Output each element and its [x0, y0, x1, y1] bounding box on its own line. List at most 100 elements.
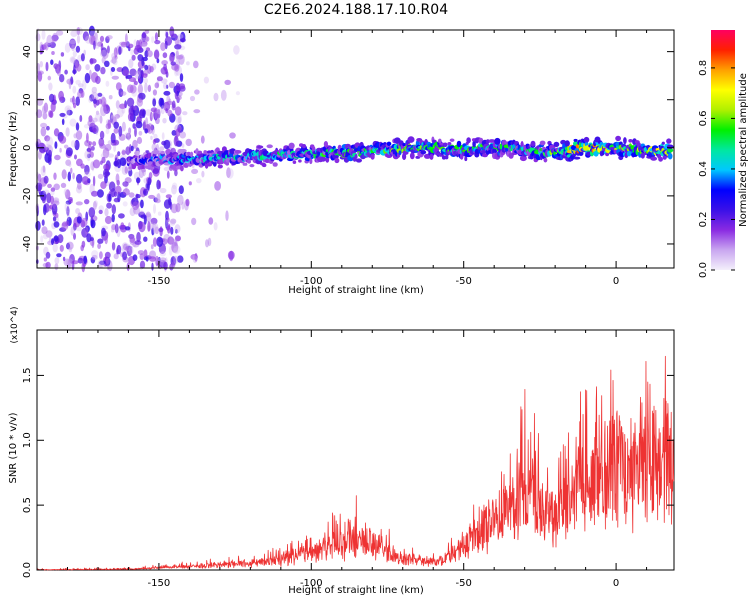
heatmap-cell	[657, 149, 661, 156]
heatmap-cell	[138, 130, 143, 136]
heatmap-cell	[91, 146, 95, 151]
heatmap-cell	[151, 36, 155, 44]
heatmap-cell	[104, 235, 108, 245]
heatmap-cell	[118, 88, 124, 97]
heatmap-cell	[45, 261, 51, 269]
heatmap-cell	[174, 224, 181, 234]
heatmap-cell	[170, 218, 177, 224]
figure-title: C2E6.2024.188.17.10.R04	[264, 2, 448, 18]
heatmap-cell	[96, 189, 104, 198]
heatmap-cell	[169, 263, 174, 271]
heatmap-cell	[149, 256, 157, 262]
spectrogram-x-label: Height of straight line (km)	[288, 285, 424, 296]
heatmap-cell	[118, 213, 125, 219]
heatmap-cell	[104, 60, 110, 67]
heatmap-cell	[56, 63, 60, 70]
heatmap-cell	[74, 139, 80, 151]
heatmap-cell	[93, 200, 99, 208]
heatmap-cell	[163, 261, 168, 270]
heatmap-cell	[154, 82, 160, 89]
heatmap-cell	[70, 30, 78, 37]
heatmap-cell	[124, 166, 128, 174]
heatmap-cell	[41, 194, 47, 204]
heatmap-cell	[174, 44, 182, 50]
heatmap-cell	[138, 77, 142, 83]
heatmap-cell	[505, 147, 509, 152]
heatmap-cell	[47, 183, 52, 189]
heatmap-cell	[584, 142, 589, 147]
heatmap-cell	[45, 61, 49, 72]
heatmap-cell	[70, 140, 76, 148]
heatmap-cell	[122, 188, 130, 196]
heatmap-cell	[143, 120, 147, 129]
heatmap-cell	[106, 202, 112, 209]
heatmap-cell	[49, 110, 54, 118]
heatmap-cell	[444, 155, 449, 160]
heatmap-cell	[119, 103, 127, 109]
heatmap-cell	[154, 111, 158, 120]
colorbar-tick-label: 0.2	[698, 212, 709, 228]
heatmap-cell	[123, 243, 132, 251]
heatmap-cell	[508, 152, 514, 159]
heatmap-cell	[43, 189, 50, 195]
heatmap-cell	[168, 98, 172, 104]
heatmap-cell	[420, 150, 427, 155]
heatmap-cell	[89, 58, 97, 64]
heatmap-cell	[138, 210, 145, 215]
heatmap-cell	[100, 181, 107, 190]
heatmap-cell	[50, 190, 55, 196]
heatmap-cell	[46, 34, 53, 46]
heatmap-cell	[42, 112, 48, 120]
snr-y-tick-label: 1.5	[22, 367, 33, 383]
heatmap-cell	[85, 226, 89, 235]
heatmap-cell	[72, 85, 77, 94]
heatmap-cell	[178, 83, 186, 90]
heatmap-cell	[152, 89, 157, 96]
heatmap-cell	[104, 208, 109, 217]
heatmap-cell	[121, 165, 129, 176]
heatmap-cell	[147, 221, 151, 232]
heatmap-cell	[132, 254, 138, 261]
heatmap-cell	[136, 177, 141, 184]
heatmap-cell	[99, 115, 103, 124]
heatmap-cell	[59, 112, 66, 117]
heatmap-cell	[125, 246, 130, 252]
heatmap-cell	[71, 57, 75, 63]
heatmap-cell	[292, 160, 297, 165]
heatmap-cell	[666, 138, 672, 144]
heatmap-cell	[169, 54, 175, 63]
heatmap-cell	[203, 76, 209, 84]
heatmap-cell	[90, 219, 96, 229]
heatmap-cell	[128, 58, 134, 69]
heatmap-cell	[172, 248, 179, 254]
heatmap-cell	[163, 199, 171, 209]
heatmap-cell	[81, 217, 88, 227]
heatmap-cell	[176, 255, 184, 263]
heatmap-cell	[66, 107, 71, 116]
heatmap-cell	[48, 149, 52, 159]
heatmap-cell	[56, 30, 64, 36]
heatmap-cell	[196, 178, 202, 184]
heatmap-cell	[135, 194, 141, 199]
heatmap-cell	[234, 150, 242, 154]
heatmap-cell	[125, 33, 128, 44]
heatmap-cell	[163, 82, 168, 90]
heatmap-cell	[137, 67, 142, 76]
heatmap-cell	[573, 138, 578, 142]
heatmap-cell	[82, 79, 87, 91]
heatmap-cell	[77, 182, 82, 190]
heatmap-cell	[153, 149, 159, 155]
heatmap-cell	[87, 143, 92, 154]
heatmap-cell	[159, 226, 163, 237]
heatmap-cell	[92, 159, 101, 169]
heatmap-cell	[334, 157, 340, 164]
heatmap-cell	[185, 198, 190, 207]
heatmap-cell	[54, 141, 58, 149]
heatmap-cell	[494, 137, 501, 145]
heatmap-cell	[91, 190, 98, 197]
heatmap-cell	[155, 198, 161, 204]
heatmap-cell	[178, 54, 185, 65]
heatmap-cell	[208, 217, 214, 225]
spectrogram-y-tick-label: -20	[22, 188, 33, 204]
heatmap-cell	[167, 225, 171, 234]
